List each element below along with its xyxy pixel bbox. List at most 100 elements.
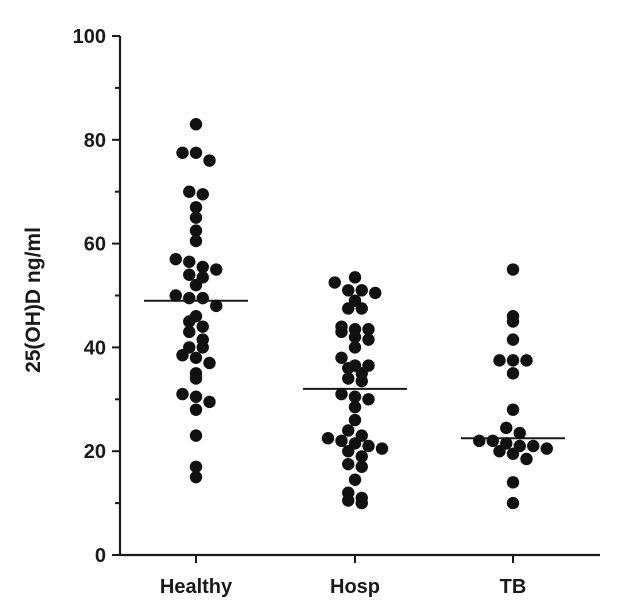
y-tick-label: 0 [95, 545, 106, 567]
data-point [335, 434, 348, 448]
data-point [342, 302, 355, 315]
data-point [506, 367, 520, 380]
y-axis: 0 20 40 60 80 100 [73, 26, 122, 567]
data-point [348, 413, 362, 427]
data-point [506, 496, 520, 510]
data-point [189, 224, 203, 237]
data-point [520, 354, 533, 367]
data-point [355, 284, 368, 297]
data-point [506, 333, 520, 346]
data-point [183, 315, 196, 328]
data-point [540, 442, 553, 455]
y-tick-label: 20 [84, 441, 106, 463]
data-point [342, 457, 355, 471]
data-point [355, 496, 368, 510]
data-point [527, 439, 540, 453]
data-point [348, 271, 362, 284]
data-point [210, 299, 223, 313]
data-point [348, 330, 362, 344]
data-point [189, 470, 203, 484]
data-point [355, 460, 368, 473]
x-tick-label: TB [500, 576, 527, 598]
x-axis: Healthy Hosp TB [120, 553, 600, 598]
data-point [493, 445, 506, 458]
data-point [189, 460, 203, 473]
data-point [506, 263, 520, 276]
data-point [348, 341, 362, 354]
data-point [342, 372, 355, 385]
data-point [513, 426, 526, 440]
data-point [342, 445, 355, 458]
y-axis-label: 25(OH)D ng/ml [22, 227, 45, 373]
data-point [176, 387, 189, 401]
data-point [183, 255, 196, 268]
data-point [348, 400, 362, 414]
data-point [183, 325, 196, 339]
data-point [486, 434, 499, 448]
data-point [196, 341, 209, 354]
data-point [506, 403, 520, 416]
data-point [473, 434, 486, 448]
data-point [169, 289, 182, 302]
data-point [335, 325, 348, 339]
data-point [362, 333, 375, 346]
data-point [355, 450, 368, 463]
data-point [189, 118, 203, 131]
data-point [335, 387, 348, 401]
x-tick-label: Hosp [330, 576, 380, 598]
data-point [348, 390, 362, 403]
data-point [321, 432, 335, 445]
data-point [196, 291, 209, 305]
y-tick-label: 100 [73, 26, 106, 48]
data-point [189, 372, 203, 385]
y-tick-label: 40 [84, 337, 106, 359]
data-point [342, 284, 355, 297]
data-point [520, 452, 533, 466]
data-point [328, 276, 341, 289]
data-point [176, 348, 189, 362]
data-point [355, 374, 368, 388]
x-tick-label: Healthy [160, 576, 233, 598]
data-point [362, 323, 375, 336]
data-point [196, 320, 209, 333]
data-point [189, 351, 203, 364]
y-tick-label: 60 [84, 234, 106, 256]
data-point [189, 403, 203, 416]
data-point [203, 395, 216, 409]
data-point [493, 354, 506, 367]
data-point [375, 442, 389, 455]
data-point [506, 354, 520, 367]
data-point [189, 429, 203, 442]
data-point [196, 260, 209, 274]
data-point [210, 263, 223, 276]
data-point [335, 351, 348, 364]
data-point [189, 201, 203, 214]
data-point [506, 447, 520, 460]
data-point [176, 146, 189, 159]
data-point [189, 278, 203, 292]
data-point [183, 268, 196, 281]
data-point [369, 286, 382, 300]
data-point [362, 393, 375, 406]
data-point [189, 146, 203, 159]
data-point [362, 439, 375, 453]
data-point [183, 291, 196, 305]
data-point [203, 154, 216, 167]
data-point [196, 188, 209, 201]
data-point [355, 302, 368, 315]
data-point [506, 315, 520, 328]
data-point [342, 361, 355, 375]
data-point [203, 356, 216, 370]
data-point [342, 424, 355, 437]
data-point [500, 421, 513, 435]
data-point [342, 494, 355, 507]
data-point [169, 252, 182, 266]
data-point [506, 476, 520, 489]
data-point [348, 473, 362, 486]
y-tick-label: 80 [84, 130, 106, 152]
data-points [169, 118, 553, 510]
data-point [189, 234, 203, 248]
data-point [189, 211, 203, 224]
data-point [183, 185, 196, 198]
